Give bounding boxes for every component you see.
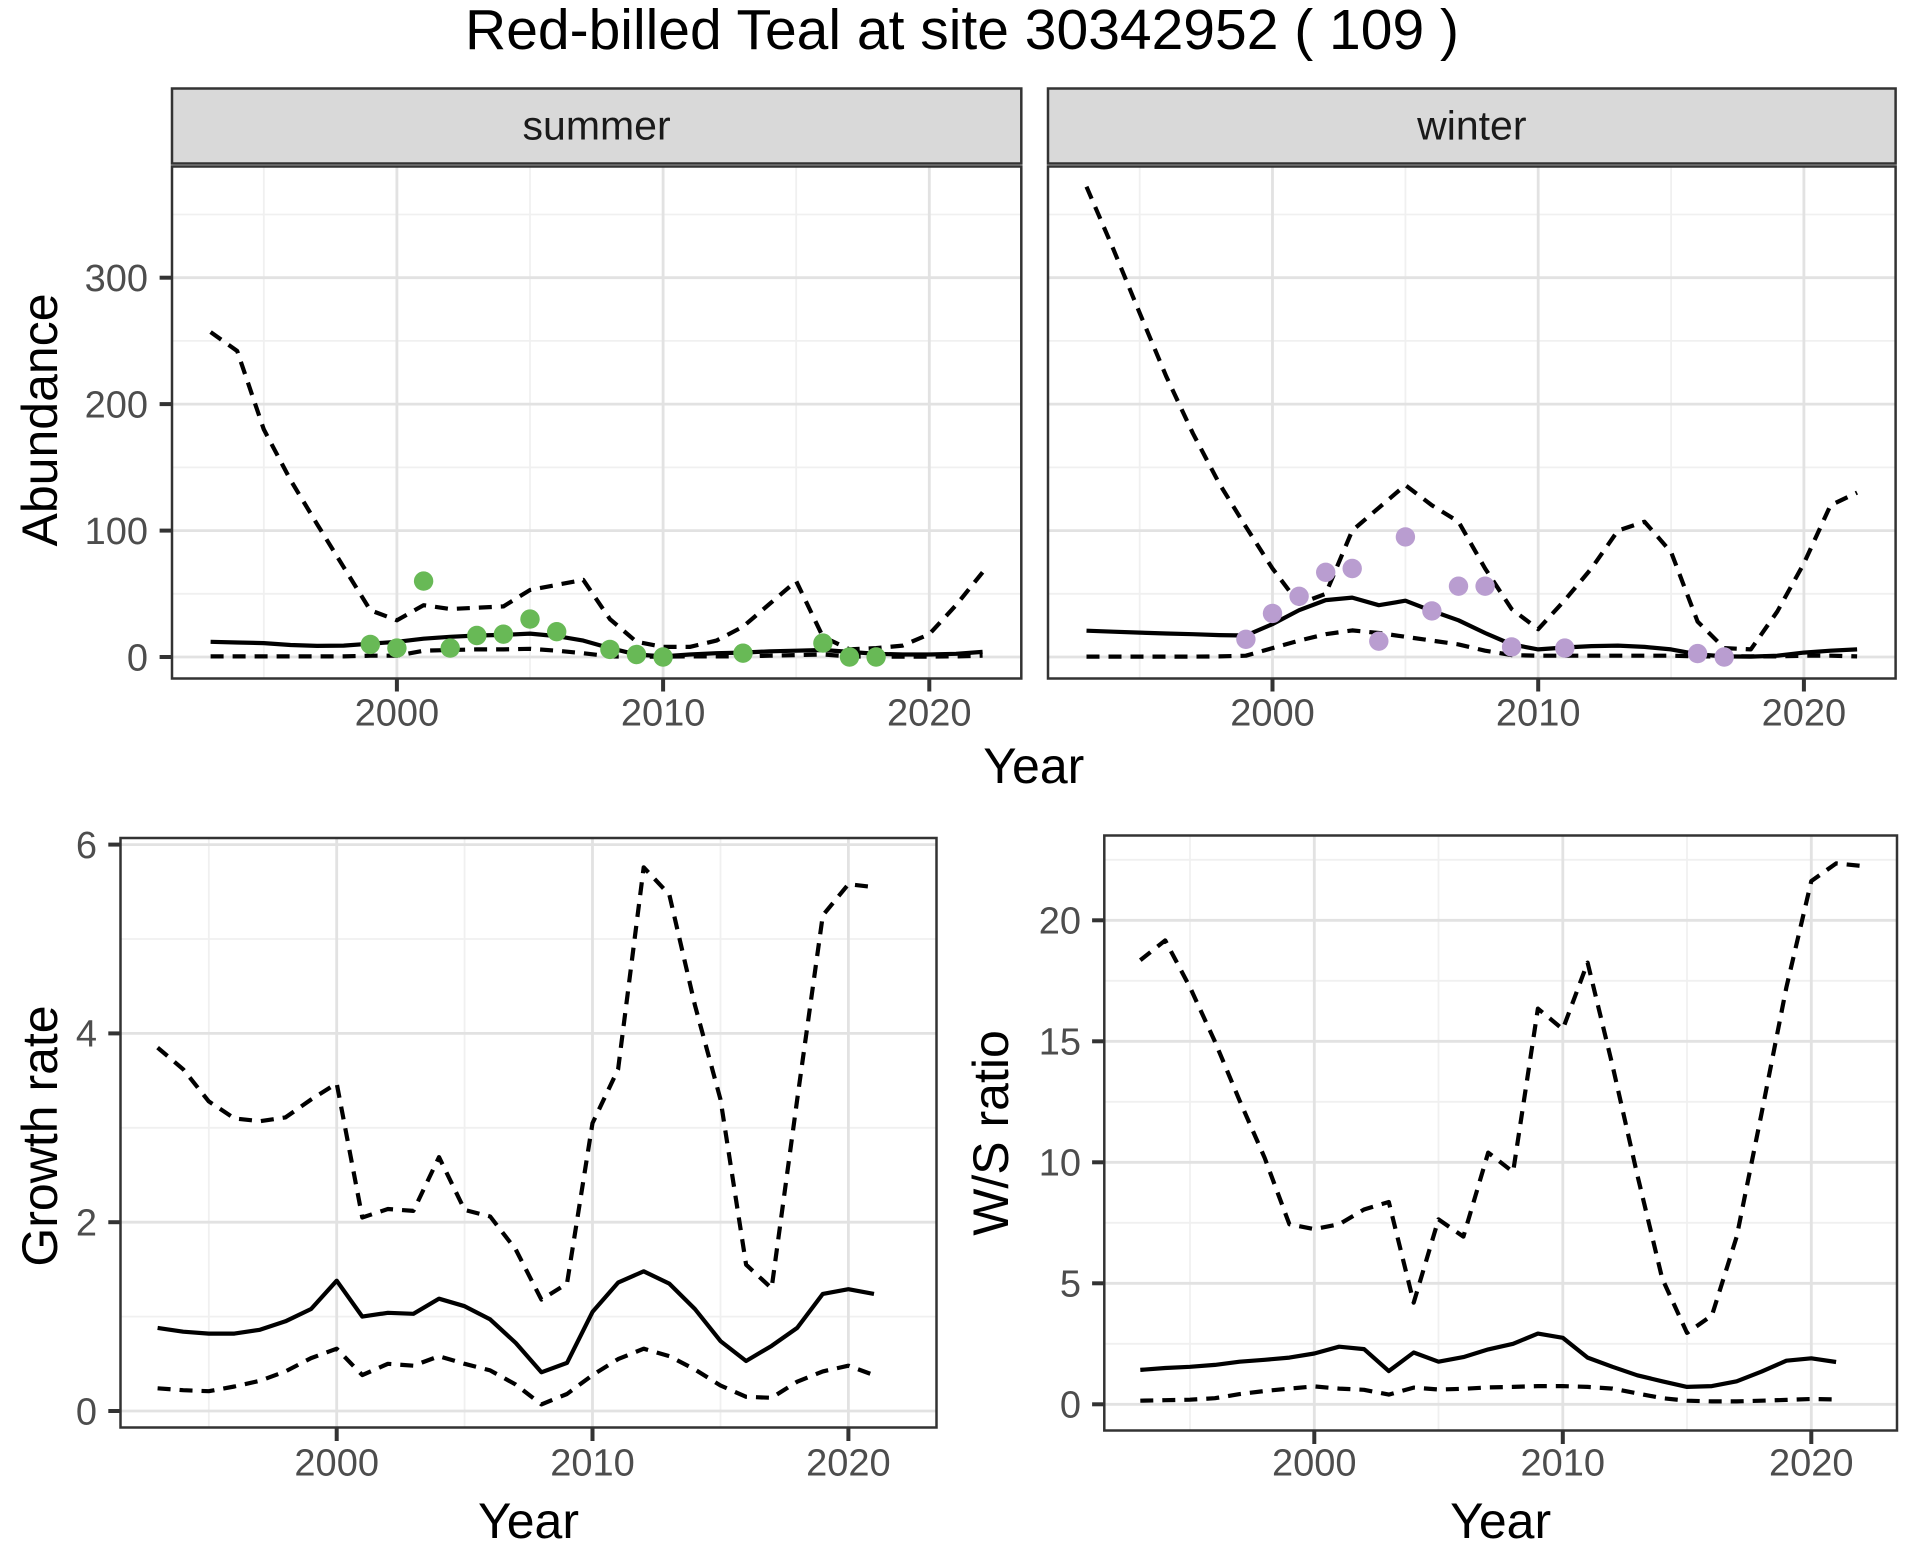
svg-text:15: 15 xyxy=(1039,1022,1081,1064)
svg-text:10: 10 xyxy=(1039,1143,1081,1185)
svg-text:Year: Year xyxy=(478,1493,579,1549)
svg-text:0: 0 xyxy=(76,1391,97,1433)
svg-text:winter: winter xyxy=(1416,103,1526,149)
svg-text:2010: 2010 xyxy=(1496,692,1581,734)
svg-text:Growth rate: Growth rate xyxy=(12,1005,68,1266)
svg-text:20: 20 xyxy=(1039,901,1081,943)
svg-text:4: 4 xyxy=(76,1014,97,1056)
svg-text:Red-billed Teal at site 303429: Red-billed Teal at site 30342952 ( 109 ) xyxy=(465,0,1459,62)
svg-text:W/S ratio: W/S ratio xyxy=(963,1030,1019,1236)
svg-text:0: 0 xyxy=(1060,1385,1081,1427)
svg-text:2010: 2010 xyxy=(550,1442,635,1484)
svg-text:Abundance: Abundance xyxy=(12,293,68,546)
svg-text:2020: 2020 xyxy=(1769,1442,1854,1484)
svg-text:2020: 2020 xyxy=(1762,692,1847,734)
svg-text:2000: 2000 xyxy=(355,692,440,734)
svg-text:Year: Year xyxy=(1450,1493,1551,1549)
svg-text:2000: 2000 xyxy=(1230,692,1315,734)
svg-text:300: 300 xyxy=(85,258,148,300)
svg-text:5: 5 xyxy=(1060,1264,1081,1306)
svg-text:2020: 2020 xyxy=(887,692,972,734)
svg-text:summer: summer xyxy=(523,103,671,149)
svg-text:200: 200 xyxy=(85,384,148,426)
svg-text:0: 0 xyxy=(127,637,148,679)
svg-text:2020: 2020 xyxy=(806,1442,891,1484)
svg-text:100: 100 xyxy=(85,511,148,553)
svg-text:2: 2 xyxy=(76,1203,97,1245)
svg-text:2010: 2010 xyxy=(1521,1442,1606,1484)
svg-text:2000: 2000 xyxy=(1272,1442,1357,1484)
svg-text:Year: Year xyxy=(983,738,1084,794)
svg-text:6: 6 xyxy=(76,825,97,867)
svg-text:2000: 2000 xyxy=(294,1442,379,1484)
svg-text:2010: 2010 xyxy=(621,692,706,734)
